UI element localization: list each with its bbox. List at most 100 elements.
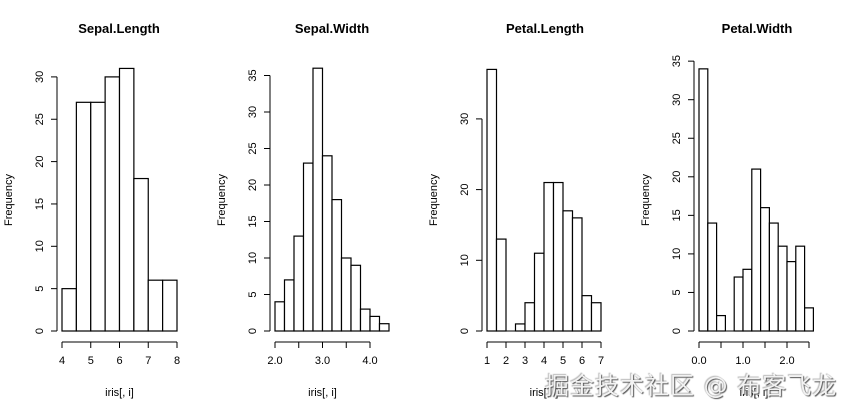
y-tick-label: 30 xyxy=(671,94,683,106)
x-tick-label: 5 xyxy=(560,355,566,367)
x-tick-label: 1.0 xyxy=(735,355,750,367)
x-tick-label: 2 xyxy=(503,355,509,367)
y-axis-label: Frequency xyxy=(428,174,440,226)
y-tick-label: 35 xyxy=(671,55,683,67)
y-tick-label: 15 xyxy=(671,209,683,221)
y-tick-label: 5 xyxy=(34,286,46,292)
x-axis-label: iris[, i] xyxy=(530,387,559,399)
histogram-bar xyxy=(350,264,362,332)
histogram-bar xyxy=(759,207,770,332)
x-tick-label: 1 xyxy=(484,355,490,367)
chart-title: Sepal.Length xyxy=(78,21,160,36)
x-tick-label: 4.0 xyxy=(362,355,377,367)
x-tick-label: 8 xyxy=(174,355,180,367)
histogram-bar xyxy=(90,101,106,332)
y-tick-label: 35 xyxy=(247,69,259,81)
y-tick-label: 5 xyxy=(671,289,683,295)
histogram-bar xyxy=(514,323,526,332)
histogram-sepal-length: Sepal.Length 0 5 10 15 20 25 30 4 5 6 7 8 iris[, i] Fr… xyxy=(3,21,180,399)
histogram-bar xyxy=(133,177,149,332)
histogram-bar xyxy=(293,235,305,332)
y-tick-label: 25 xyxy=(247,142,259,154)
histogram-bar xyxy=(751,168,762,332)
histogram-bar xyxy=(283,279,295,332)
histogram-bar xyxy=(552,181,564,332)
y-tick-label: 25 xyxy=(671,132,683,144)
y-tick-label: 20 xyxy=(671,171,683,183)
y-tick-label: 10 xyxy=(34,240,46,252)
histogram-bar xyxy=(733,276,744,332)
histogram-bar xyxy=(777,245,788,332)
histogram-bar xyxy=(562,210,574,332)
y-tick-label: 30 xyxy=(459,113,471,125)
histogram-bar xyxy=(118,67,135,332)
histogram-bar xyxy=(768,222,779,332)
x-axis-label: iris[, i] xyxy=(105,387,134,399)
y-tick-label: 20 xyxy=(34,155,46,167)
x-tick-label: 0.0 xyxy=(691,355,706,367)
x-tick-label: 5 xyxy=(88,355,94,367)
chart-title: Sepal.Width xyxy=(295,21,369,36)
histogram-bar xyxy=(533,252,545,332)
y-tick-label: 0 xyxy=(34,328,46,334)
histogram-bar xyxy=(312,67,324,332)
histogram-bar xyxy=(75,101,92,332)
y-axis-label: Frequency xyxy=(640,174,652,226)
histogram-bar xyxy=(543,181,555,332)
y-tick-label: 10 xyxy=(247,252,259,264)
histogram-bar xyxy=(162,279,178,332)
histogram-bar xyxy=(274,301,286,332)
histogram-bar xyxy=(590,302,602,332)
histogram-bar xyxy=(486,68,498,332)
x-tick-label: 2.0 xyxy=(779,355,794,367)
x-tick-label: 3 xyxy=(522,355,528,367)
y-tick-label: 5 xyxy=(247,291,259,297)
histogram-bar xyxy=(698,68,709,332)
y-tick-label: 0 xyxy=(459,328,471,334)
histogram-bar xyxy=(786,261,797,332)
y-tick-label: 0 xyxy=(671,328,683,334)
histogram-bar xyxy=(104,76,121,332)
x-tick-label: 6 xyxy=(116,355,122,367)
x-axis-label: iris[, i] xyxy=(308,387,337,399)
histogram-bar xyxy=(715,314,726,332)
watermark: 掘金技术社区 @ 布客飞龙 xyxy=(545,372,838,400)
x-tick-label: 4 xyxy=(59,355,65,367)
x-tick-label: 2.0 xyxy=(267,355,282,367)
y-axis-label: Frequency xyxy=(3,174,15,226)
y-tick-label: 30 xyxy=(247,106,259,118)
histogram-bar xyxy=(369,315,381,332)
histogram-bar xyxy=(742,268,753,332)
histogram-bar xyxy=(571,217,583,332)
histogram-bar xyxy=(302,162,314,332)
x-axis-label: iris[, i] xyxy=(740,387,769,399)
x-tick-label: 7 xyxy=(598,355,604,367)
y-tick-label: 10 xyxy=(671,248,683,260)
histogram-bar xyxy=(707,222,718,332)
x-tick-label: 3.0 xyxy=(315,355,330,367)
histogram-bar xyxy=(321,155,333,332)
x-tick-label: 6 xyxy=(579,355,585,367)
y-tick-label: 0 xyxy=(247,328,259,334)
x-tick-label: 4 xyxy=(541,355,547,367)
chart-title: Petal.Width xyxy=(722,21,793,36)
histogram-bar xyxy=(795,245,806,332)
histogram-bar xyxy=(61,288,77,332)
x-tick-label: 7 xyxy=(145,355,151,367)
histogram-bar xyxy=(524,302,536,332)
histogram-bar xyxy=(340,257,352,332)
histogram-petal-width: Petal.Width 0 5 10 15 20 25 30 35 0.0 1.0 2.0 iris[,… xyxy=(640,21,814,399)
chart-title: Petal.Length xyxy=(506,21,584,36)
histogram-sepal-width: Sepal.Width 0 5 10 15 20 25 30 35 2.0 3.0 4.0 iris[,… xyxy=(216,21,390,399)
histogram-bar xyxy=(147,279,164,332)
histogram-bar xyxy=(495,238,507,332)
histogram-bar xyxy=(331,199,343,332)
histogram-bar xyxy=(803,307,814,332)
y-tick-label: 20 xyxy=(247,179,259,191)
y-tick-label: 15 xyxy=(247,215,259,227)
y-tick-label: 30 xyxy=(34,71,46,83)
y-tick-label: 20 xyxy=(459,183,471,195)
y-tick-label: 25 xyxy=(34,113,46,125)
